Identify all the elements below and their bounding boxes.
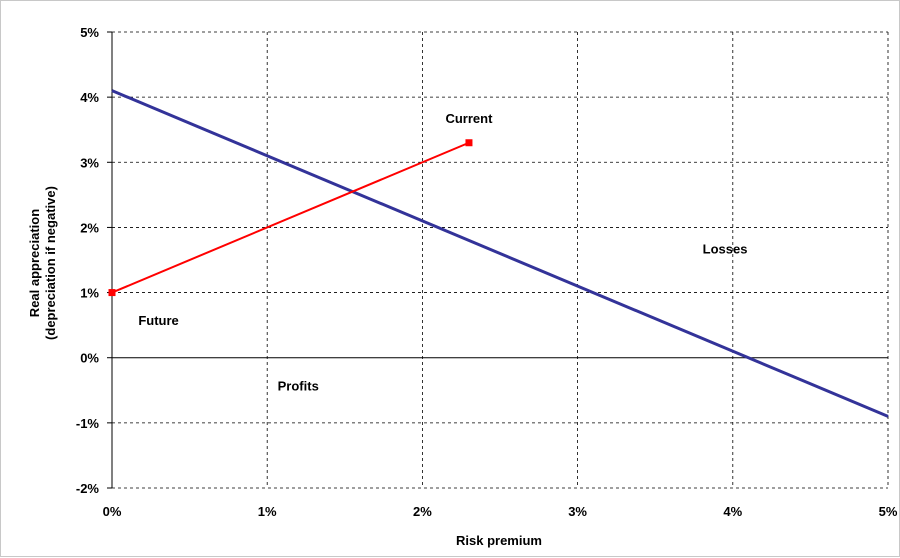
- x-tick-label: 4%: [723, 504, 742, 519]
- x-tick-label: 2%: [413, 504, 432, 519]
- y-tick-label: 4%: [80, 90, 99, 105]
- y-tick-label: -1%: [76, 416, 100, 431]
- axes: [107, 31, 888, 489]
- y-axis-title-line1: Real appreciation: [27, 209, 42, 317]
- x-tick-label: 0%: [103, 504, 122, 519]
- x-axis-title: Risk premium: [456, 533, 542, 548]
- series-group: [108, 89, 889, 418]
- annotations: Current Losses Future Profits: [138, 111, 747, 393]
- y-tick-label: -2%: [76, 481, 100, 496]
- y-axis-title: Real appreciation (depreciation if negat…: [27, 186, 58, 340]
- red-line-series: [111, 141, 470, 294]
- annotation-label: Losses: [703, 241, 748, 256]
- grid-lines: [112, 31, 889, 489]
- red-series-point: [108, 289, 116, 297]
- y-tick-label: 1%: [80, 286, 99, 301]
- annotation-label: Current: [445, 111, 493, 126]
- x-tick-label: 5%: [879, 504, 898, 519]
- x-tick-label: 3%: [568, 504, 587, 519]
- y-tick-label: 0%: [80, 351, 99, 366]
- y-tick-label: 2%: [80, 220, 99, 235]
- blue-line-series: [111, 89, 889, 418]
- x-tick-label: 1%: [258, 504, 277, 519]
- annotation-label: Profits: [278, 378, 319, 393]
- y-tick-label: 3%: [80, 155, 99, 170]
- tick-labels: -2% -1% 0% 1% 2% 3% 4% 5% 0% 1% 2% 3% 4% 5%: [76, 25, 898, 519]
- y-tick-label: 5%: [80, 25, 99, 40]
- annotation-label: Future: [138, 313, 178, 328]
- y-axis-title-line2: (depreciation if negative): [43, 186, 58, 340]
- red-series-point: [465, 139, 473, 147]
